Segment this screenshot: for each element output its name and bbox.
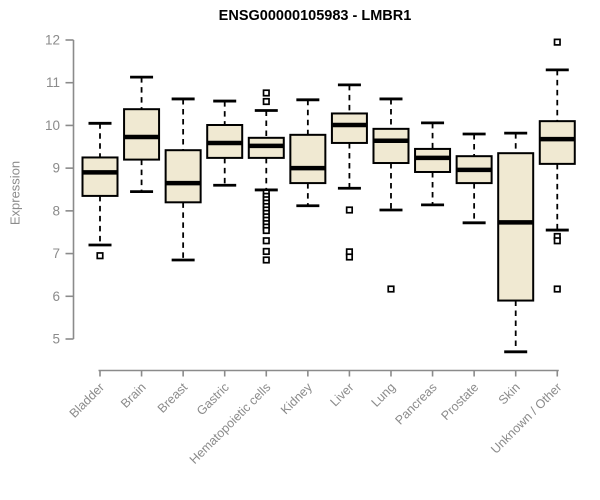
y-tick-label: 10 xyxy=(45,118,60,133)
outlier-hematopoietic-cells xyxy=(262,247,270,256)
x-tick-label-gastric: Gastric xyxy=(194,380,232,418)
chart-title: ENSG00000105983 - LMBR1 xyxy=(218,8,412,24)
outlier-lung xyxy=(387,285,395,293)
box-brain xyxy=(123,108,161,161)
box-liver xyxy=(330,112,368,144)
outlier-hematopoietic-cells xyxy=(262,97,270,106)
outlier-hematopoietic-cells xyxy=(262,256,270,264)
y-axis-label: Expression xyxy=(7,160,23,226)
x-tick-label-hematopoietic-cells: Hematopoietic cells xyxy=(187,380,274,467)
outlier-liver xyxy=(345,206,354,214)
outlier-unknown-other xyxy=(553,38,561,46)
y-tick-label: 5 xyxy=(52,332,60,347)
x-tick-label-skin: Skin xyxy=(496,380,523,407)
box-unknown-other xyxy=(538,120,576,165)
outlier-hematopoietic-cells xyxy=(262,237,270,245)
x-tick-label-liver: Liver xyxy=(327,380,356,409)
x-tick-label-lung: Lung xyxy=(369,380,399,410)
x-tick-label-pancreas: Pancreas xyxy=(392,380,439,427)
box-kidney xyxy=(289,133,327,185)
y-tick-label: 12 xyxy=(45,33,60,48)
x-tick-label-brain: Brain xyxy=(118,380,149,411)
box-lung xyxy=(372,127,410,165)
x-tick-label-kidney: Kidney xyxy=(278,380,315,417)
y-tick-label: 7 xyxy=(52,246,60,261)
box-pancreas xyxy=(414,147,452,173)
y-tick-label: 6 xyxy=(52,289,60,304)
x-tick-label-bladder: Bladder xyxy=(67,380,107,420)
box-bladder xyxy=(81,156,119,197)
y-tick-label: 9 xyxy=(52,161,60,176)
y-tick-label: 8 xyxy=(52,203,60,218)
outlier-unknown-other xyxy=(553,237,561,245)
y-tick-label: 11 xyxy=(46,75,60,90)
outlier-hematopoietic-cells xyxy=(262,226,270,235)
outlier-liver xyxy=(345,253,354,261)
box-breast xyxy=(164,149,202,204)
x-tick-label-breast: Breast xyxy=(155,380,191,416)
outlier-hematopoietic-cells xyxy=(262,89,270,97)
x-tick-label-prostate: Prostate xyxy=(438,380,481,423)
outlier-bladder xyxy=(96,252,104,260)
box-skin xyxy=(497,152,535,302)
outlier-unknown-other xyxy=(553,285,561,293)
x-tick-label-unknown-other: Unknown / Other xyxy=(488,380,564,456)
